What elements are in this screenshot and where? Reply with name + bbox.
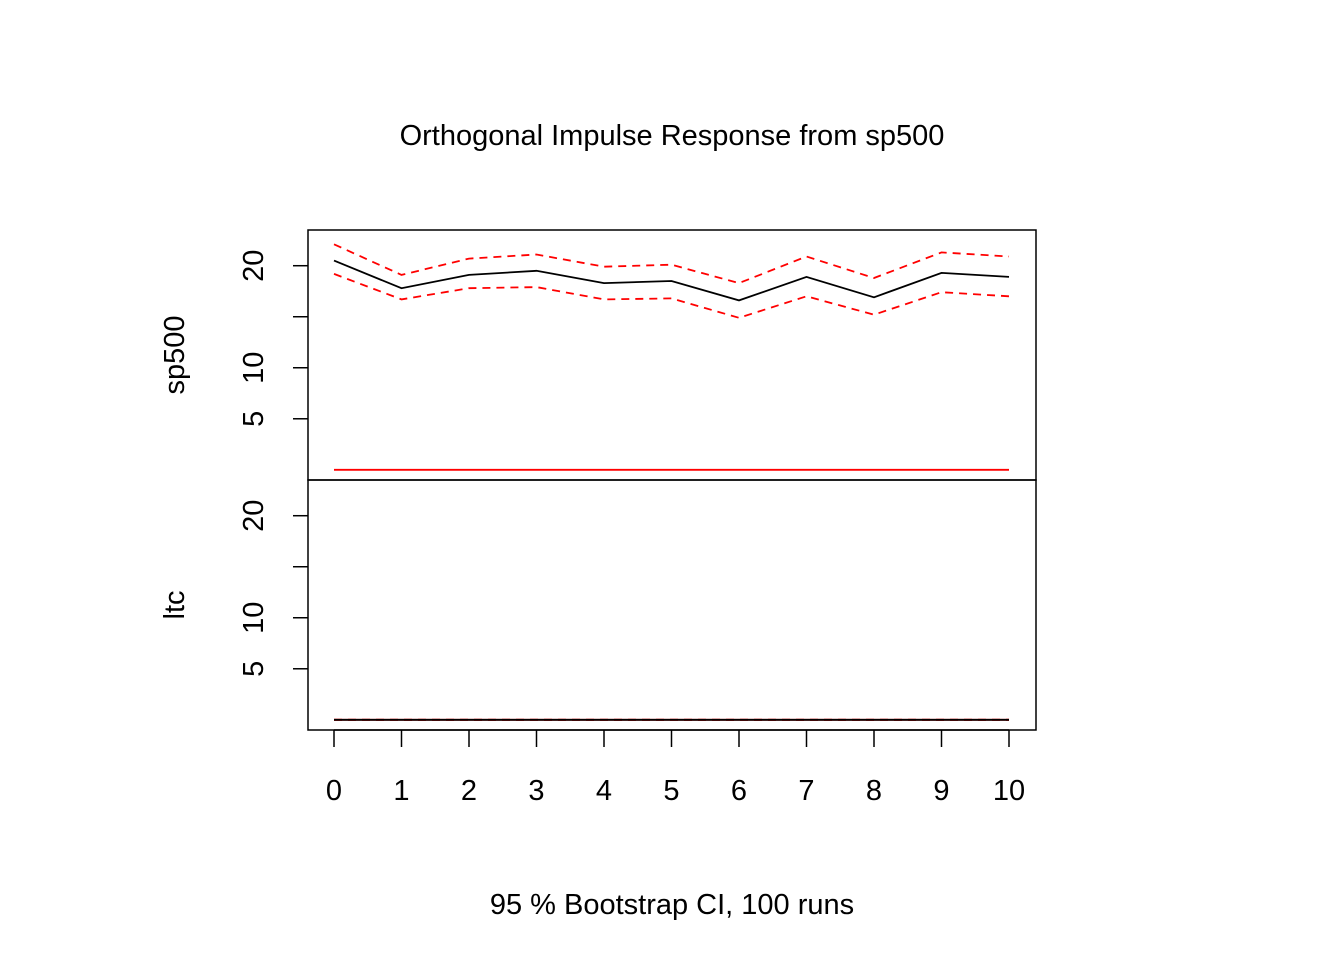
chart-title: Orthogonal Impulse Response from sp500 <box>400 120 945 152</box>
panel-1-y-axis-title: sp500 <box>159 315 191 394</box>
panel-2-y-tick-label: 20 <box>238 500 270 532</box>
plot-area: 5 10 20 5 10 20 0 1 2 3 4 5 6 7 8 9 10 <box>238 229 1037 807</box>
x-tick-label: 2 <box>461 775 477 807</box>
x-tick-label: 9 <box>933 775 949 807</box>
x-tick-label: 8 <box>866 775 882 807</box>
panel-1-series-ci-lower <box>333 273 1010 319</box>
x-tick-label: 1 <box>393 775 409 807</box>
panel-2-frame <box>307 479 1037 731</box>
x-tick-label: 0 <box>326 775 342 807</box>
x-axis-title: 95 % Bootstrap CI, 100 runs <box>490 889 854 921</box>
panel-1-series-irf <box>333 259 1010 302</box>
x-tick-label: 3 <box>528 775 544 807</box>
panel-1-y-tick-label: 5 <box>238 411 270 427</box>
panel-1-y-tick-label: 20 <box>238 250 270 282</box>
x-tick-label: 5 <box>663 775 679 807</box>
x-tick-label: 7 <box>798 775 814 807</box>
panel-1-frame <box>307 229 1037 481</box>
panel-2-y-tick-label: 10 <box>238 602 270 634</box>
x-tick-label: 6 <box>731 775 747 807</box>
x-tick-label: 10 <box>993 775 1025 807</box>
panel-2-y-axis-title: ltc <box>159 591 191 620</box>
panel-1-series-ci-upper <box>333 243 1010 285</box>
x-tick-label: 4 <box>596 775 612 807</box>
panel-2-y-tick-label: 5 <box>238 661 270 677</box>
panel-1-y-tick-label: 10 <box>238 352 270 384</box>
